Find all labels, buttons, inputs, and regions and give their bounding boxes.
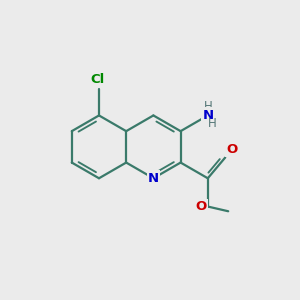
Text: O: O [195,200,206,213]
Text: Cl: Cl [90,73,104,85]
Text: H: H [204,100,213,112]
Text: N: N [148,172,159,185]
Text: N: N [203,109,214,122]
Text: H: H [208,117,217,130]
Text: O: O [227,143,238,156]
